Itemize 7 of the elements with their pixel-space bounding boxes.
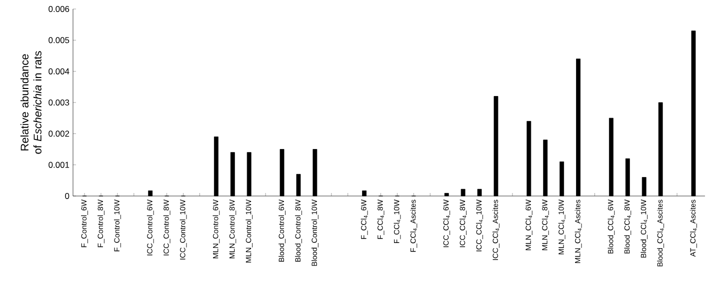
y-tick-label: 0.004 [48,68,70,74]
y-tick-label: 0 [65,193,70,199]
y-tick-label: 0.002 [48,130,70,137]
y-tick-label: 0.001 [48,162,70,168]
y-tick-label: 0.006 [48,6,70,12]
y-tick-label: 0.005 [48,37,70,44]
y-tick-label: 0.003 [48,100,70,106]
